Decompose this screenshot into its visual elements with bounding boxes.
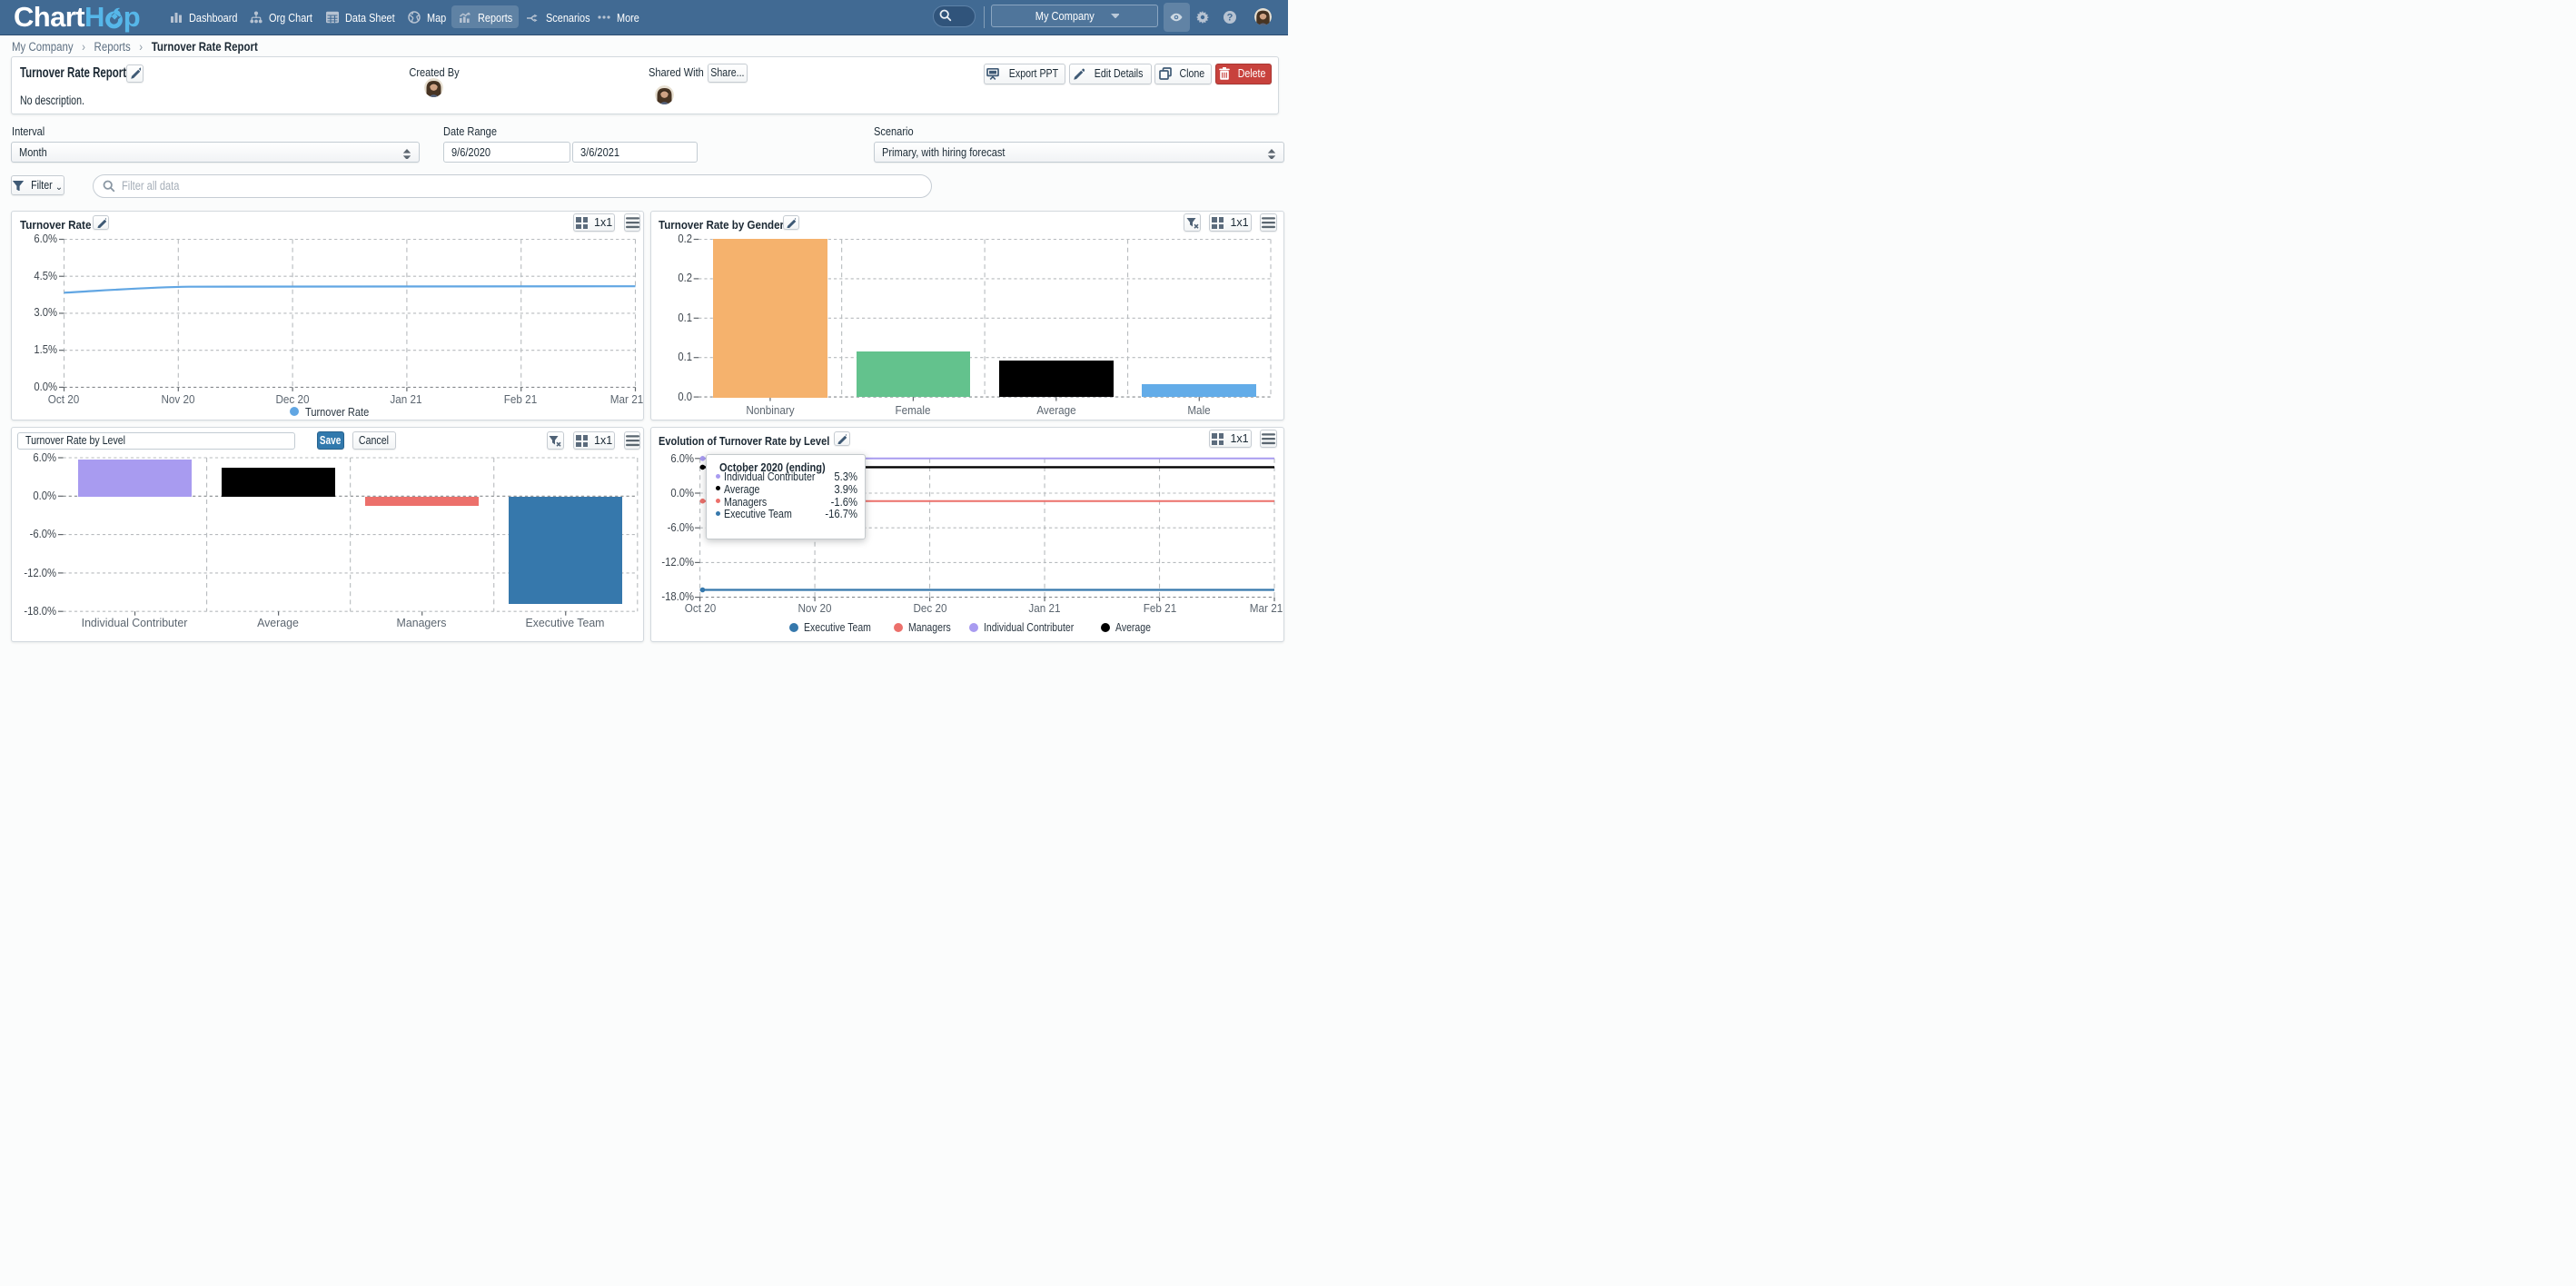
svg-text:?: ? [1227,12,1234,23]
